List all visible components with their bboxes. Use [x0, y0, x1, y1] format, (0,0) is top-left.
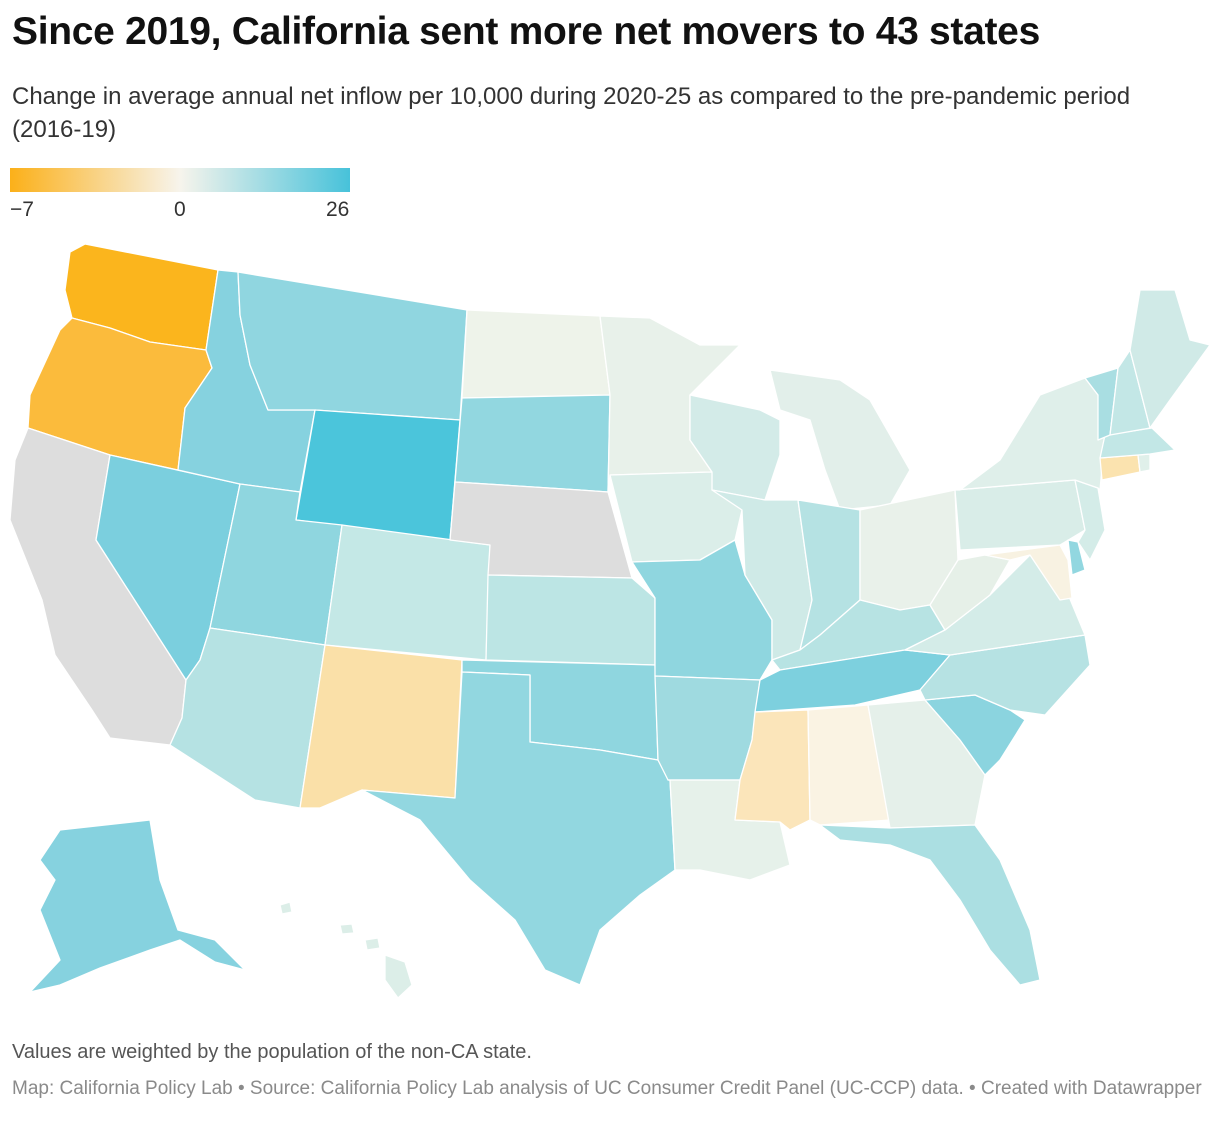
state-delaware[interactable] [1067, 539, 1086, 576]
chart-title: Since 2019, California sent more net mov… [12, 10, 1040, 53]
legend-mid-label: 0 [174, 198, 186, 221]
state-maryland[interactable] [984, 544, 1073, 601]
state-texas[interactable] [361, 671, 676, 986]
state-connecticut[interactable] [1099, 454, 1141, 481]
state-colorado[interactable] [324, 524, 491, 661]
color-legend: −7 0 26 [10, 168, 350, 228]
legend-min-label: −7 [10, 198, 34, 221]
state-montana[interactable] [237, 271, 468, 421]
legend-max-label: 26 [326, 198, 350, 221]
state-rhode-island[interactable] [1137, 453, 1151, 473]
map-svg [9, 243, 1211, 999]
us-states-map [0, 235, 1220, 1025]
source-credit: Map: California Policy Lab • Source: Cal… [12, 1078, 1202, 1099]
legend-gradient-bar [10, 168, 350, 192]
state-alabama[interactable] [807, 704, 891, 826]
footnote: Values are weighted by the population of… [12, 1041, 532, 1063]
state-pennsylvania[interactable] [954, 479, 1086, 551]
state-north-carolina[interactable] [919, 634, 1091, 716]
state-south-dakota[interactable] [454, 394, 611, 493]
state-alaska[interactable] [29, 819, 246, 993]
state-vermont[interactable] [1084, 367, 1119, 441]
state-hawaii[interactable] [279, 901, 413, 999]
state-new-mexico[interactable] [299, 644, 463, 809]
state-michigan[interactable] [769, 369, 911, 511]
state-new-york[interactable] [954, 377, 1106, 491]
state-florida[interactable] [819, 824, 1041, 986]
state-north-dakota[interactable] [461, 309, 611, 399]
chart-subtitle: Change in average annual net inflow per … [12, 83, 1131, 143]
state-wyoming[interactable] [295, 409, 461, 541]
state-maine[interactable] [1129, 289, 1211, 429]
state-kansas[interactable] [485, 574, 656, 666]
